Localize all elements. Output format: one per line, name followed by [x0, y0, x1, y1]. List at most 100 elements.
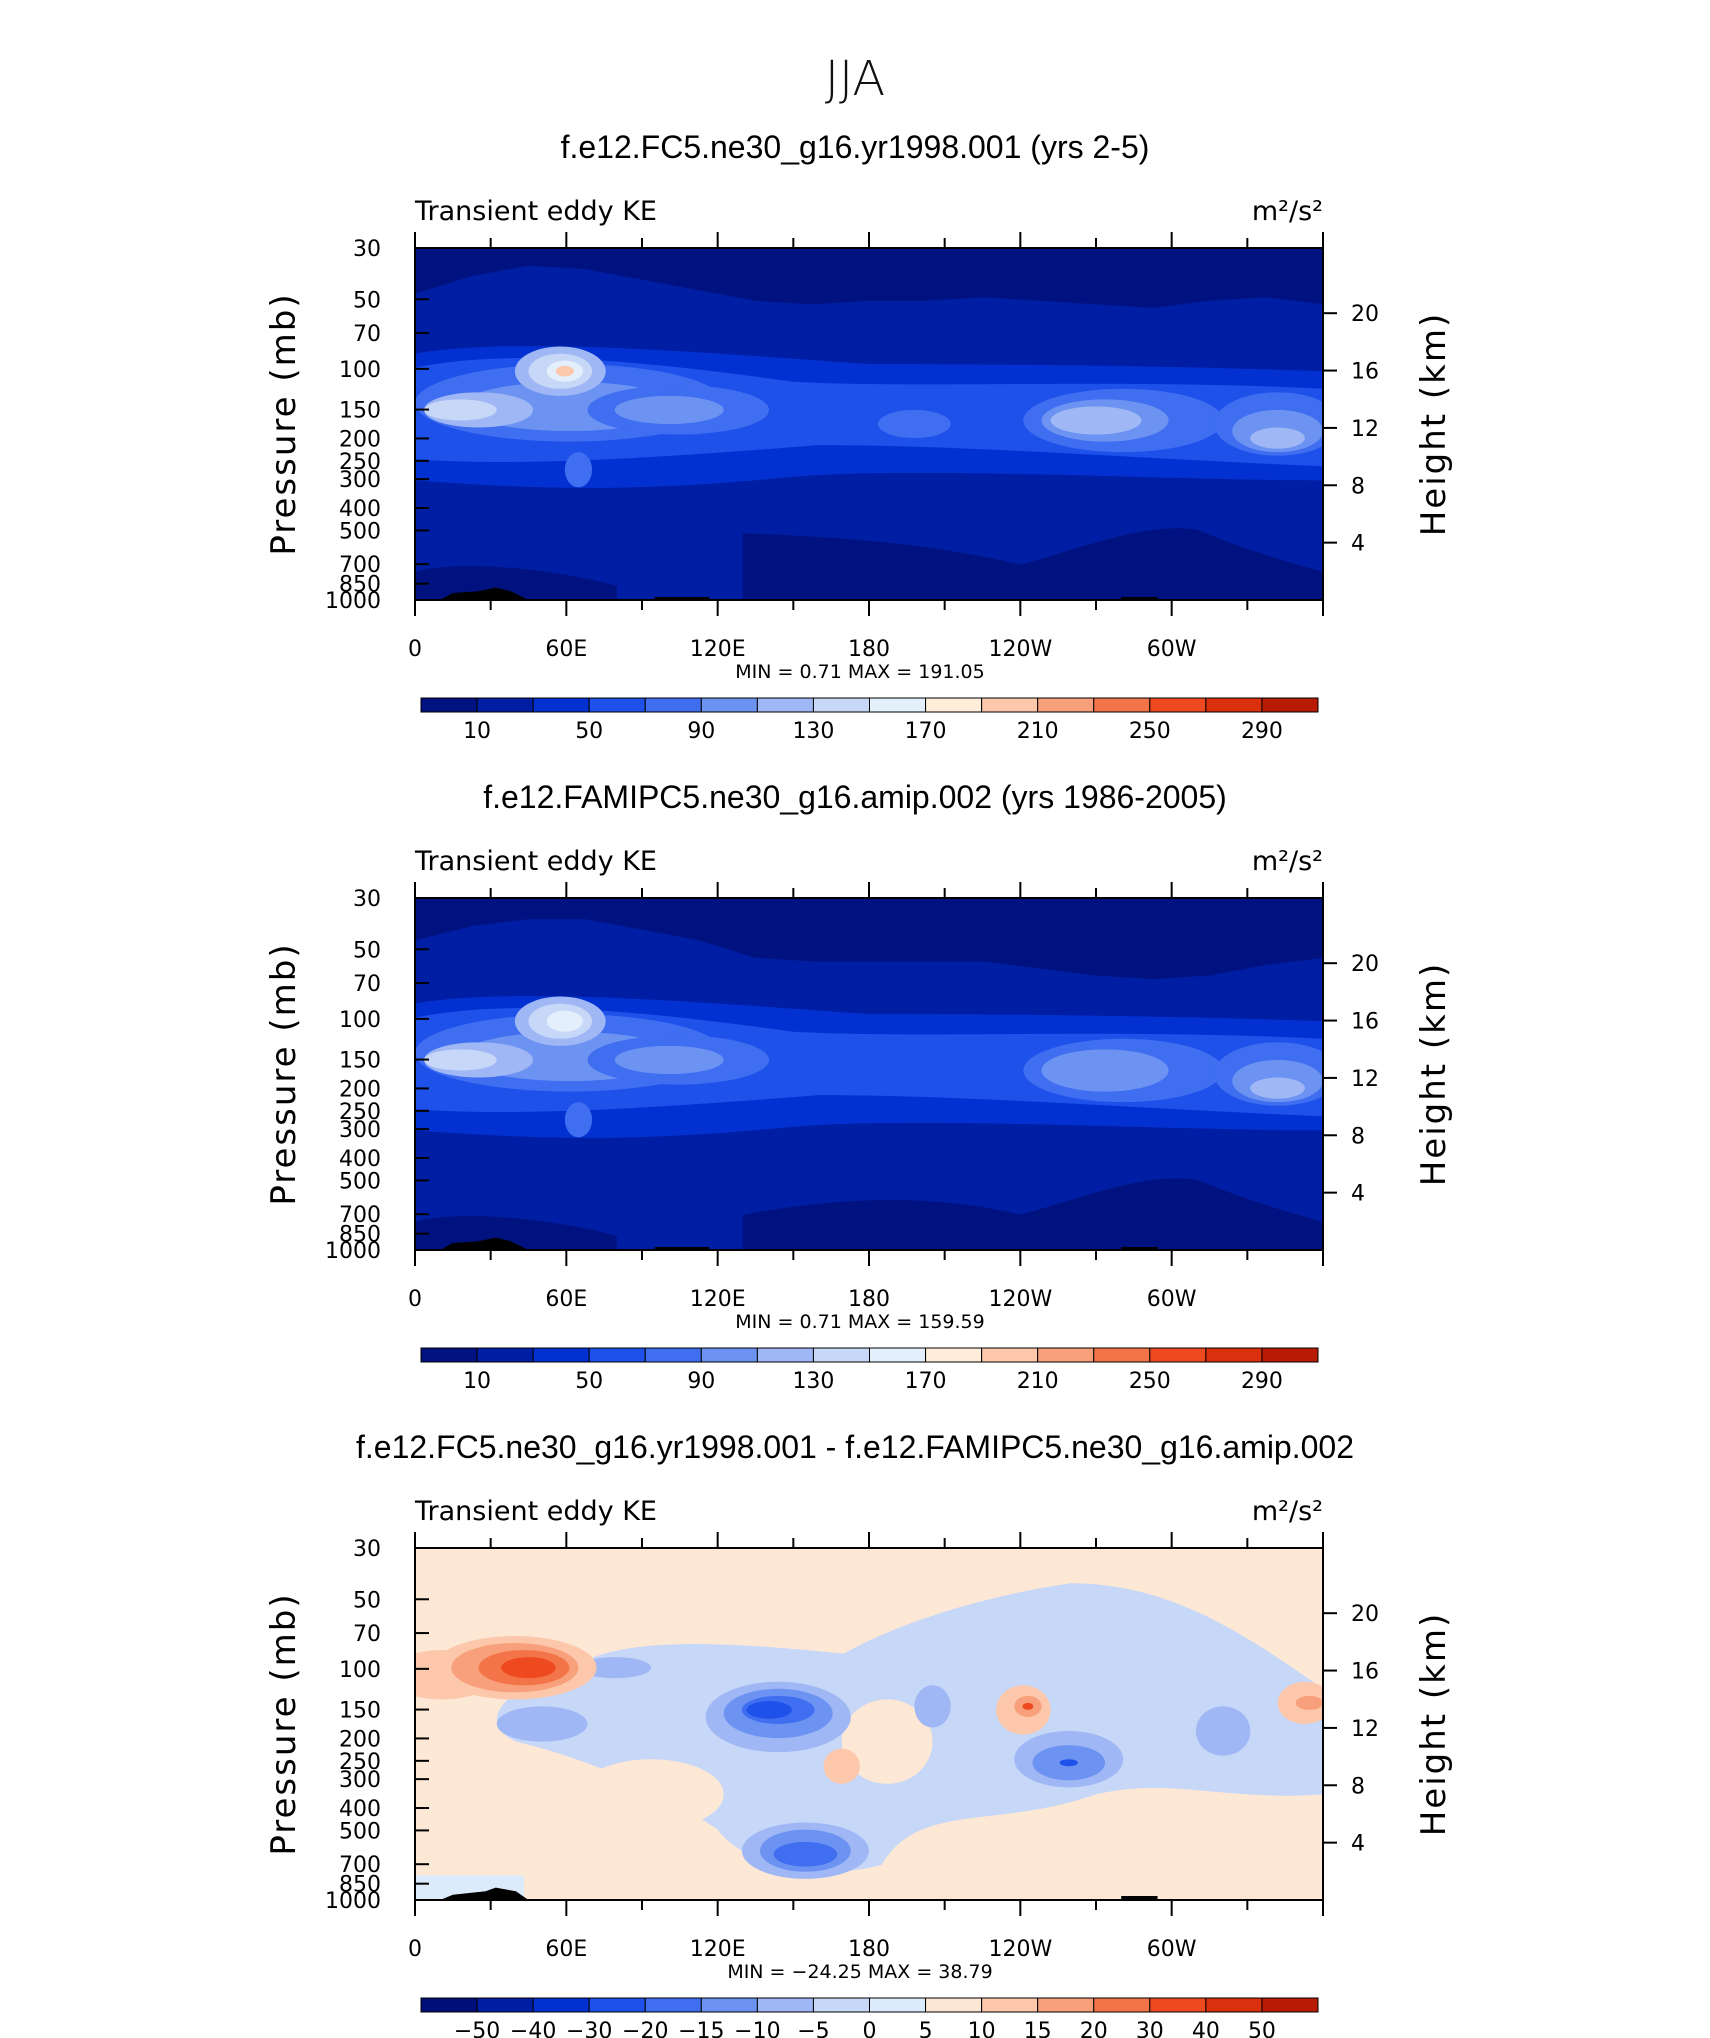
panel-title: f.e12.FAMIPC5.ne30_g16.amip.002 (yrs 198…: [483, 779, 1227, 815]
y-tick-label: 400: [339, 1797, 381, 1822]
y-axis-title: Pressure (mb): [264, 292, 304, 555]
panel-2: f.e12.FAMIPC5.ne30_g16.amip.002 (yrs 198…: [264, 779, 1454, 1394]
colorbar-label: 90: [687, 719, 715, 744]
colorbar-swatch: [644, 1347, 702, 1363]
x-tick-label: 180: [848, 1287, 890, 1312]
y-right-axis-title: Height (km): [1414, 312, 1454, 537]
x-tick-label: 60W: [1147, 1287, 1197, 1312]
colorbar-label: 50: [575, 1369, 603, 1394]
colorbar-swatch: [532, 1347, 590, 1363]
y-tick-label: 300: [339, 1118, 381, 1143]
colorbar-swatch: [588, 697, 646, 713]
colorbar-swatch: [1149, 1347, 1207, 1363]
colorbar-label: 5: [919, 2019, 933, 2038]
y-tick-label: 100: [339, 1008, 381, 1033]
colorbar-swatch: [1149, 697, 1207, 713]
colorbar-label: 130: [792, 1369, 834, 1394]
colorbar-swatch: [700, 697, 758, 713]
colorbar: −50 −40 −30 −20 −15 −10 −5 0 5 10 15 20 30 40 50: [420, 1997, 1319, 2038]
x-tick-label: 60W: [1147, 637, 1197, 662]
y-right-axis-title: Height (km): [1414, 1612, 1454, 1837]
colorbar-swatch: [588, 1347, 646, 1363]
units-label: m²/s²: [1252, 1496, 1323, 1527]
y-tick-label: 850: [339, 573, 381, 598]
x-tick-label: 0: [408, 1937, 422, 1962]
x-tick-label: 120W: [988, 1937, 1052, 1962]
x-tick-label: 120W: [988, 1287, 1052, 1312]
colorbar-label: 170: [905, 1369, 947, 1394]
colorbar-swatch: [476, 1347, 534, 1363]
y-right-tick-label: 12: [1351, 1717, 1379, 1742]
colorbar-label: 50: [1248, 2019, 1276, 2038]
colorbar-swatch: [1205, 1347, 1263, 1363]
colorbar-swatch: [1037, 1997, 1095, 2013]
y-tick-label: 700: [339, 1203, 381, 1228]
colorbar-label: 290: [1241, 719, 1283, 744]
y-tick-label: 70: [353, 972, 381, 997]
x-tick-label: 120E: [690, 1937, 746, 1962]
colorbar-swatch: [981, 697, 1039, 713]
field-label: Transient eddy KE: [414, 846, 657, 877]
y-tick-label: 50: [353, 938, 381, 963]
y-axis-title: Pressure (mb): [264, 1592, 304, 1855]
y-right-tick-label: 12: [1351, 417, 1379, 442]
colorbar-swatch: [420, 697, 478, 713]
min-max-label: MIN = 0.71 MAX = 159.59: [735, 1311, 984, 1333]
colorbar-swatch: [476, 1997, 534, 2013]
figure-title: JJA: [825, 51, 885, 107]
y-tick-label: 850: [339, 1873, 381, 1898]
y-right-tick-label: 4: [1351, 1182, 1365, 1207]
colorbar-label: 0: [863, 2019, 877, 2038]
colorbar-swatch: [644, 697, 702, 713]
colorbar-label: 15: [1024, 2019, 1052, 2038]
panel-title: f.e12.FC5.ne30_g16.yr1998.001 - f.e12.FA…: [356, 1429, 1354, 1465]
colorbar-label: −30: [566, 2019, 612, 2038]
colorbar-label: 50: [575, 719, 603, 744]
panel-1: f.e12.FC5.ne30_g16.yr1998.001 (yrs 2-5) T…: [264, 129, 1454, 744]
y-tick-label: 700: [339, 553, 381, 578]
colorbar-swatch: [1093, 697, 1151, 713]
x-tick-label: 60W: [1147, 1937, 1197, 1962]
y-tick-label: 200: [339, 1727, 381, 1752]
y-right-tick-label: 4: [1351, 1832, 1365, 1857]
y-right-tick-label: 16: [1351, 1010, 1379, 1035]
colorbar-swatch: [700, 1997, 758, 2013]
y-right-tick-label: 20: [1351, 1602, 1379, 1627]
panel-3: f.e12.FC5.ne30_g16.yr1998.001 - f.e12.FA…: [264, 1429, 1454, 2038]
min-max-label: MIN = 0.71 MAX = 191.05: [735, 661, 984, 683]
x-tick-label: 120E: [690, 1287, 746, 1312]
colorbar-swatch: [644, 1997, 702, 2013]
colorbar-label: 210: [1017, 1369, 1059, 1394]
colorbar-label: −40: [510, 2019, 556, 2038]
y-tick-label: 150: [339, 1699, 381, 1724]
colorbar: 10 50 90 130 170 210 250 290: [420, 1347, 1319, 1394]
y-tick-label: 700: [339, 1853, 381, 1878]
colorbar-label: 250: [1129, 1369, 1171, 1394]
colorbar-swatch: [812, 697, 870, 713]
colorbar-swatch: [1093, 1997, 1151, 2013]
y-right-tick-label: 8: [1351, 1774, 1365, 1799]
colorbar-label: 210: [1017, 719, 1059, 744]
y-tick-label: 1000: [325, 1239, 381, 1264]
y-tick-label: 30: [353, 887, 381, 912]
x-tick-label: 60E: [545, 1287, 587, 1312]
y-tick-label: 150: [339, 1049, 381, 1074]
y-tick-label: 300: [339, 468, 381, 493]
colorbar-swatch: [1261, 697, 1319, 713]
colorbar-swatch: [869, 697, 927, 713]
y-tick-label: 100: [339, 358, 381, 383]
y-tick-label: 100: [339, 1658, 381, 1683]
colorbar-swatch: [812, 1347, 870, 1363]
colorbar-label: −20: [622, 2019, 668, 2038]
contour-field: [415, 1548, 1323, 1900]
y-axis-title: Pressure (mb): [264, 942, 304, 1205]
y-tick-label: 400: [339, 1147, 381, 1172]
units-label: m²/s²: [1252, 196, 1323, 227]
x-tick-label: 0: [408, 1287, 422, 1312]
colorbar-swatch: [1093, 1347, 1151, 1363]
colorbar-swatch: [812, 1997, 870, 2013]
y-tick-label: 400: [339, 497, 381, 522]
y-right-tick-label: 20: [1351, 952, 1379, 977]
colorbar-label: −5: [797, 2019, 829, 2038]
